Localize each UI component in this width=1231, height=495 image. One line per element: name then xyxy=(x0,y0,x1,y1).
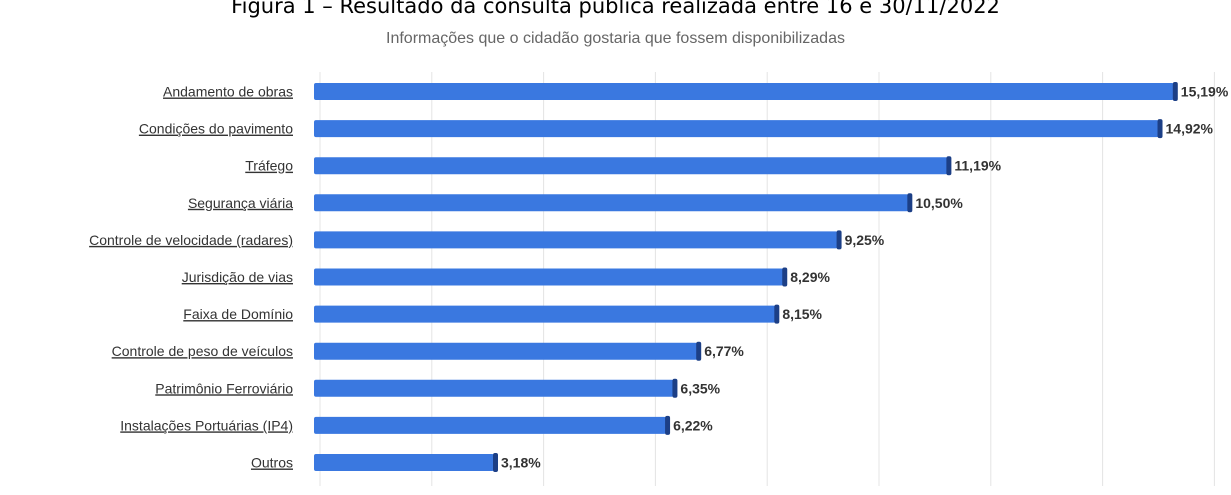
category-label: Patrimônio Ferroviário xyxy=(155,380,293,396)
chart-title: Informações que o cidadão gostaria que f… xyxy=(386,30,845,47)
category-label: Segurança viária xyxy=(188,195,293,211)
bar-end xyxy=(492,453,498,472)
value-label: 3,18% xyxy=(501,455,541,471)
bar-end xyxy=(836,230,842,250)
bar xyxy=(314,83,1174,100)
bar-end xyxy=(907,193,913,213)
bar-end xyxy=(782,267,788,287)
value-label: 9,25% xyxy=(845,232,885,248)
bar-end xyxy=(1172,82,1178,101)
bar-end xyxy=(1157,119,1163,139)
value-label: 10,50% xyxy=(915,195,963,211)
bar xyxy=(314,342,698,360)
bar-end xyxy=(946,156,952,176)
category-label: Condições do pavimento xyxy=(139,121,293,137)
value-label: 6,77% xyxy=(704,343,744,359)
category-label: Instalações Portuárias (IP4) xyxy=(120,417,293,433)
bar-end xyxy=(696,341,702,361)
bar xyxy=(314,454,494,471)
category-label: Controle de velocidade (radares) xyxy=(89,232,293,248)
category-label: Andamento de obras xyxy=(163,84,293,100)
category-label: Tráfego xyxy=(245,158,293,174)
value-label: 6,35% xyxy=(680,380,720,396)
value-label: 15,19% xyxy=(1181,84,1229,100)
bars xyxy=(314,82,1178,472)
value-label: 8,29% xyxy=(790,269,830,285)
value-label: 14,92% xyxy=(1166,121,1214,137)
bar xyxy=(314,120,1159,138)
bar xyxy=(314,268,784,286)
category-label: Jurisdição de vias xyxy=(182,269,293,285)
bar xyxy=(314,194,909,212)
bar xyxy=(314,305,776,323)
category-labels: Andamento de obras Condições do pavimento… xyxy=(89,84,293,471)
bar-end xyxy=(672,378,678,398)
bar-end xyxy=(774,304,780,324)
value-label: 6,22% xyxy=(673,417,713,433)
bar xyxy=(314,416,667,434)
category-label: Faixa de Domínio xyxy=(183,306,293,322)
bar xyxy=(314,379,674,397)
figure-caption: Figura 1 – Resultado da consulta pública… xyxy=(231,0,1000,18)
value-label: 8,15% xyxy=(782,306,822,322)
bar-end xyxy=(665,415,671,435)
category-label: Outros xyxy=(251,455,293,471)
bar xyxy=(314,157,948,175)
value-label: 11,19% xyxy=(954,158,1001,174)
category-label: Controle de peso de veículos xyxy=(112,343,293,359)
bar xyxy=(314,231,838,249)
value-labels: 15,19% 14,92% 11,19% 10,50% 9,25% 8,29% 8,15% 6… xyxy=(501,84,1229,471)
